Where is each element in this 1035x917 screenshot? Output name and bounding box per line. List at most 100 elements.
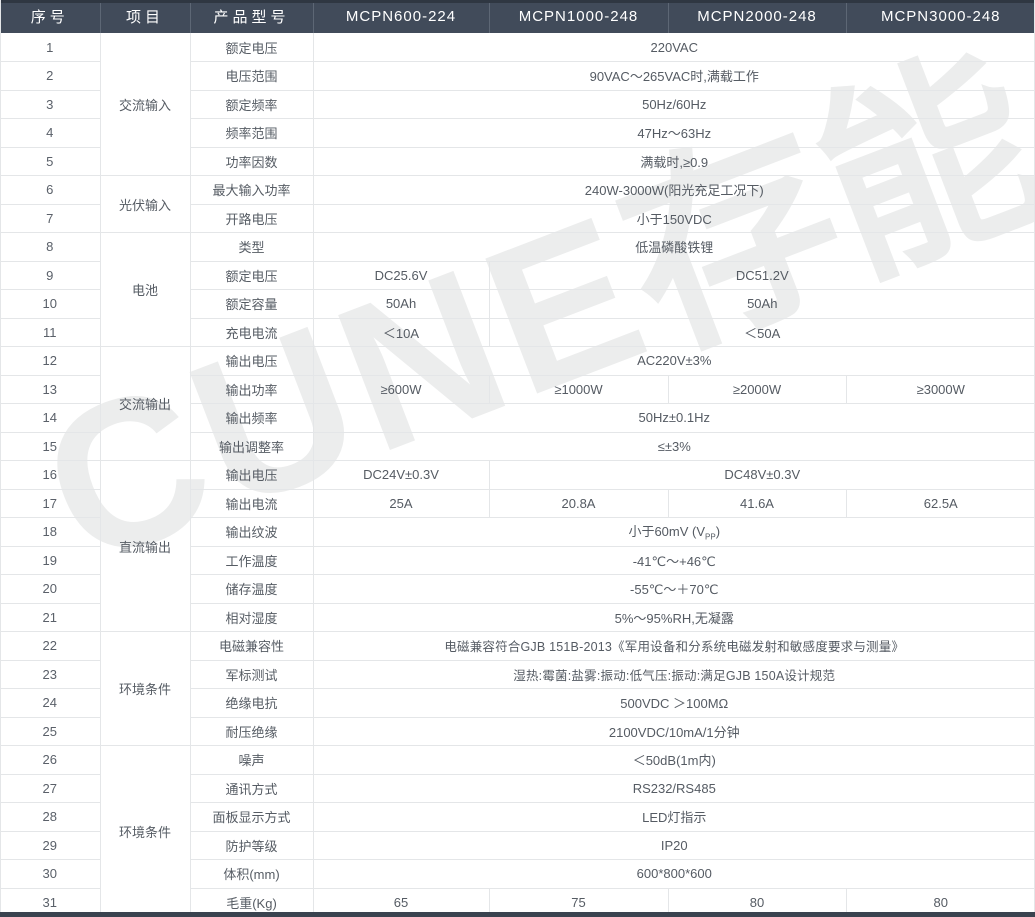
table-row: 4 频率范围 47Hz～63Hz <box>0 118 1035 148</box>
value-cell: 25A <box>313 489 490 518</box>
row-index-cell: 23 <box>0 660 101 689</box>
value-cell: 62.5A <box>846 489 1035 518</box>
table-row: 13 输出功率 ≥600W ≥1000W ≥2000W ≥3000W <box>0 375 1035 404</box>
value-cell: 20.8A <box>489 489 669 518</box>
table-row: 26 环境条件 噪声 ＜50dB(1m内) <box>0 745 1035 917</box>
table-row: 29 防护等级 IP20 <box>0 831 1035 860</box>
table-row: 20 储存温度 -55℃～＋70℃ <box>0 574 1035 604</box>
parameter-name-cell: 通讯方式 <box>190 774 314 803</box>
row-index-cell: 10 <box>0 289 101 319</box>
value-cell: 50Hz±0.1Hz <box>313 403 1035 433</box>
table-row: 3 额定频率 50Hz/60Hz <box>0 90 1035 119</box>
parameter-name-cell: 防护等级 <box>190 831 314 860</box>
value-cell: ≥3000W <box>846 375 1035 404</box>
value-cell: 小于60mV (VPP) <box>313 517 1035 547</box>
group-label-cell: 交流输入 <box>100 33 191 176</box>
group-label-cell: 环境条件 <box>100 631 191 746</box>
parameter-name-cell: 相对湿度 <box>190 603 314 632</box>
parameter-name-cell: 毛重(Kg) <box>190 888 314 917</box>
table-row: 16 直流输出 输出电压 DC24V±0.3V DC48V±0.3V <box>0 460 1035 632</box>
parameter-name-cell: 储存温度 <box>190 574 314 604</box>
parameter-name-cell: 输出频率 <box>190 403 314 433</box>
table-row: 14 输出频率 50Hz±0.1Hz <box>0 403 1035 433</box>
row-index-cell: 1 <box>0 33 101 62</box>
table-row: 31 毛重(Kg) 65 75 80 80 <box>0 888 1035 917</box>
parameter-name-cell: 绝缘电抗 <box>190 688 314 718</box>
value-cell: 50Ah <box>489 289 1035 319</box>
table-row: 5 功率因数 满载时,≥0.9 <box>0 147 1035 176</box>
column-header-7: MCPN3000-248 <box>846 0 1035 33</box>
row-index-cell: 20 <box>0 574 101 604</box>
value-cell: IP20 <box>313 831 1035 860</box>
table-row: 23 军标测试 湿热:霉菌:盐雾:振动:低气压:振动:满足GJB 150A设计规范 <box>0 660 1035 689</box>
value-cell: 65 <box>313 888 490 917</box>
row-index-cell: 15 <box>0 432 101 461</box>
parameter-name-cell: 输出电压 <box>190 346 314 376</box>
table-row: 7 开路电压 小于150VDC <box>0 204 1035 233</box>
value-cell: 50Ah <box>313 289 490 319</box>
row-index-cell: 14 <box>0 403 101 433</box>
value-cell: 220VAC <box>313 33 1035 62</box>
table-row: 17 输出电流 25A 20.8A 41.6A 62.5A <box>0 489 1035 518</box>
group-label-cell: 直流输出 <box>100 460 191 632</box>
parameter-name-cell: 开路电压 <box>190 204 314 233</box>
value-cell: ＜10A <box>313 318 490 347</box>
parameter-name-cell: 输出调整率 <box>190 432 314 461</box>
parameter-name-cell: 军标测试 <box>190 660 314 689</box>
parameter-name-cell: 类型 <box>190 232 314 262</box>
column-header-2: 项目 <box>100 0 191 33</box>
value-cell: 小于150VDC <box>313 204 1035 233</box>
table-row: 28 面板显示方式 LED灯指示 <box>0 802 1035 832</box>
parameter-name-cell: 工作温度 <box>190 546 314 575</box>
row-index-cell: 5 <box>0 147 101 176</box>
value-cell: 600*800*600 <box>313 859 1035 889</box>
value-cell: -41℃～+46℃ <box>313 546 1035 575</box>
parameter-name-cell: 额定电压 <box>190 261 314 290</box>
parameter-name-cell: 最大输入功率 <box>190 175 314 205</box>
row-index-cell: 17 <box>0 489 101 518</box>
table-row: 21 相对湿度 5%～95%RH,无凝露 <box>0 603 1035 632</box>
row-index-cell: 25 <box>0 717 101 746</box>
value-cell: 75 <box>489 888 669 917</box>
parameter-name-cell: 充电电流 <box>190 318 314 347</box>
column-header-6: MCPN2000-248 <box>668 0 847 33</box>
row-index-cell: 3 <box>0 90 101 119</box>
parameter-name-cell: 频率范围 <box>190 118 314 148</box>
table-body: 1 交流输入额定电压 220VAC 2 电压范围 90VAC～265VAC时,满载工作 3 额… <box>0 33 1035 917</box>
table-row: 15 输出调整率 ≤±3% <box>0 432 1035 461</box>
parameter-name-cell: 体积(mm) <box>190 859 314 889</box>
parameter-name-cell: 输出纹波 <box>190 517 314 547</box>
row-index-cell: 30 <box>0 859 101 889</box>
value-cell: ≤±3% <box>313 432 1035 461</box>
parameter-name-cell: 额定容量 <box>190 289 314 319</box>
parameter-name-cell: 输出功率 <box>190 375 314 404</box>
value-cell: 低温磷酸铁锂 <box>313 232 1035 262</box>
row-index-cell: 29 <box>0 831 101 860</box>
table-row: 19 工作温度 -41℃～+46℃ <box>0 546 1035 575</box>
value-cell: 90VAC～265VAC时,满载工作 <box>313 61 1035 91</box>
row-index-cell: 12 <box>0 346 101 376</box>
value-cell: DC25.6V <box>313 261 490 290</box>
row-index-cell: 27 <box>0 774 101 803</box>
value-cell: 80 <box>933 895 948 910</box>
value-cell: 2100VDC/10mA/1分钟 <box>313 717 1035 746</box>
value-cell: RS232/RS485 <box>313 774 1035 803</box>
table-row: 2 电压范围 90VAC～265VAC时,满载工作 <box>0 61 1035 91</box>
row-index-cell: 22 <box>0 631 101 661</box>
parameter-name-cell: 输出电流 <box>190 489 314 518</box>
table-row: 9 额定电压 DC25.6V DC51.2V <box>0 261 1035 290</box>
value-cell: ≥1000W <box>489 375 669 404</box>
value-cell: ＜50A <box>489 318 1035 347</box>
group-label-cell: 交流输出 <box>100 346 191 461</box>
value-cell: 电磁兼容符合GJB 151B-2013《军用设备和分系统电磁发射和敏感度要求与测… <box>313 631 1035 661</box>
table-row: 27 通讯方式 RS232/RS485 <box>0 774 1035 803</box>
parameter-name-cell: 额定频率 <box>190 90 314 119</box>
column-header-1: 序号 <box>0 0 101 33</box>
parameter-name-cell: 输出电压 <box>190 460 314 490</box>
row-index-cell: 2 <box>0 61 101 91</box>
row-index-cell: 6 <box>0 175 101 205</box>
value-cell: DC51.2V <box>489 261 1035 290</box>
value-cell: 240W-3000W(阳光充足工况下) <box>313 175 1035 205</box>
value-cell: DC24V±0.3V <box>313 460 490 490</box>
row-index-cell: 13 <box>0 375 101 404</box>
